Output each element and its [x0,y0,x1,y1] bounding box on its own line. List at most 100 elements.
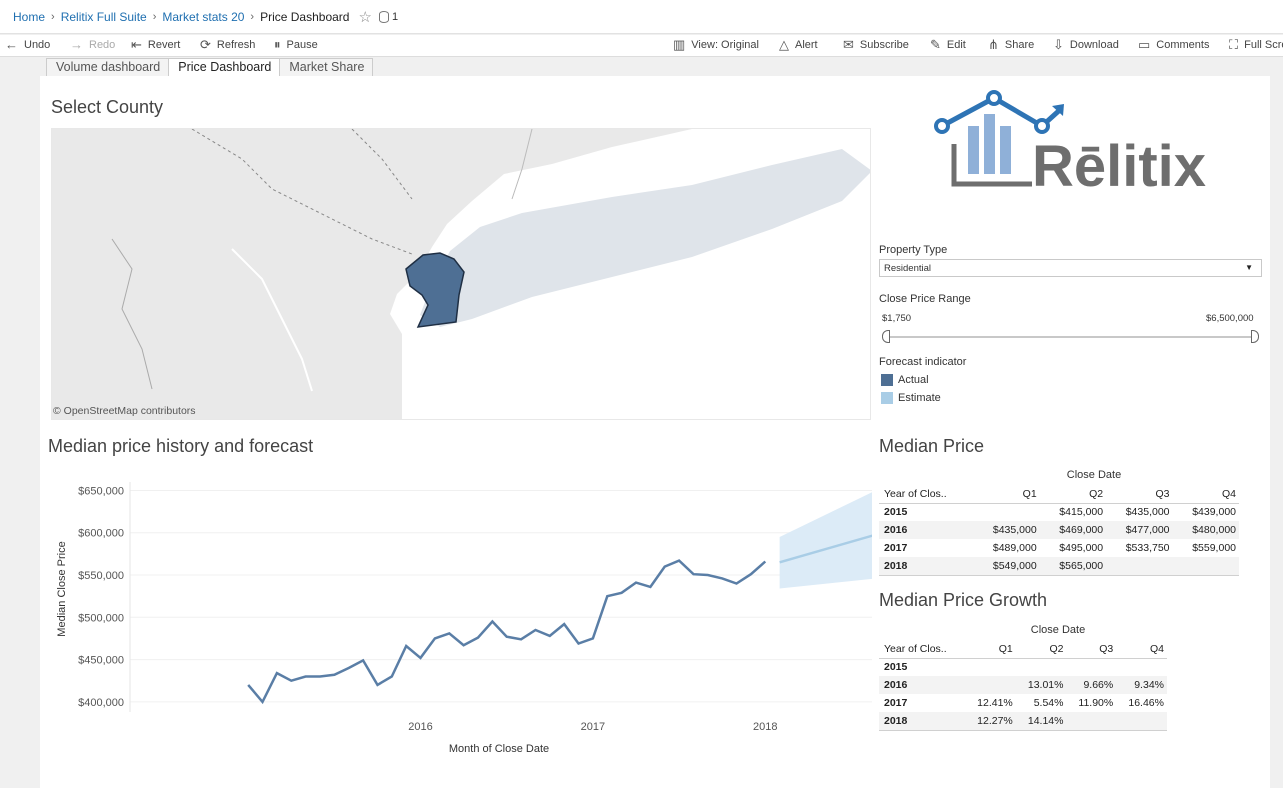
table-cell[interactable]: 9.34% [1134,679,1164,691]
table-cell[interactable]: $477,000 [1125,524,1170,536]
property-type-value: Residential [884,263,931,274]
redo-button[interactable]: → Redo [70,38,115,52]
row-header[interactable]: 2017 [884,542,908,554]
view-original-button[interactable]: ▥ View: Original [673,38,759,52]
column-header[interactable]: Q3 [1155,487,1170,500]
refresh-label: Refresh [216,39,256,51]
table-cell[interactable]: 16.46% [1128,697,1164,709]
table-cell[interactable]: $565,000 [1059,559,1104,572]
table-cell[interactable] [1116,712,1167,730]
tab-volume-dashboard[interactable]: Volume dashboard [46,58,170,76]
table-cell[interactable]: 11.90% [1078,697,1114,709]
column-header[interactable]: Q4 [1149,642,1164,655]
legend-estimate-swatch[interactable] [881,392,893,404]
revert-button[interactable]: ⇤ Revert [131,38,180,52]
table-cell[interactable]: $495,000 [1059,542,1104,554]
favorite-star-icon[interactable]: ☆ [358,8,372,26]
subscribe-label: Subscribe [859,39,909,51]
row-header[interactable]: 2018 [884,559,908,572]
column-header[interactable]: Q2 [1089,487,1104,500]
breadcrumb-home[interactable]: Home [13,9,46,24]
column-header[interactable]: Q4 [1221,487,1236,500]
table-cell[interactable]: 12.41% [977,697,1013,709]
bell-icon: △ [779,37,789,52]
table-cell[interactable] [1066,658,1116,676]
price-range-max-handle[interactable] [1251,330,1259,343]
price-range-min-handle[interactable] [882,330,890,343]
estimate-confidence-band [779,492,872,589]
refresh-icon: ⟳ [200,37,211,52]
table-cell[interactable] [1106,557,1172,575]
alert-button[interactable]: △ Alert [779,38,818,52]
datasource-icon[interactable] [378,10,389,23]
share-icon: ⋔ [988,37,999,52]
row-header[interactable]: 2015 [884,661,908,674]
breadcrumb-workbook[interactable]: Market stats 20 [162,9,245,24]
refresh-button[interactable]: ⟳ Refresh [200,38,255,52]
table-cell[interactable]: $559,000 [1192,542,1236,554]
column-header[interactable]: Q1 [1022,487,1037,500]
arrow-left-icon: ← [5,37,18,52]
median-price-line-chart[interactable]: $400,000 $450,000 $500,000 $550,000 $600,000… [48,462,872,762]
table-cell[interactable] [965,676,1016,694]
row-header[interactable]: 2015 [884,506,908,519]
row-header[interactable]: 2017 [884,697,908,709]
toolbar: ← Undo → Redo ⇤ Revert ⟳ Refresh ⏸ Pause ▥ Vie… [0,35,1283,57]
selected-county-nassau[interactable] [405,252,465,328]
county-map[interactable] [51,128,871,420]
table-cell[interactable]: $435,000 [1125,506,1170,519]
column-header[interactable]: Q2 [1049,642,1064,655]
column-header[interactable]: Q3 [1099,642,1114,655]
table-cell[interactable]: $549,000 [992,559,1037,572]
subscribe-button[interactable]: ✉ Subscribe [843,38,909,52]
table-cell[interactable]: 13.01% [1027,679,1064,691]
share-button[interactable]: ⋔ Share [988,38,1034,52]
table-cell[interactable]: 14.14% [1027,714,1064,727]
table-cell[interactable]: $489,000 [992,542,1037,554]
breadcrumb-project[interactable]: Relitix Full Suite [60,9,147,24]
column-header[interactable]: Year of Clos.. [884,487,947,500]
median-price-table: Year of Clos.. Q1 Q2 Q3 Q4 2015 $415,000 $435,… [879,485,1239,576]
price-range-track[interactable] [886,336,1254,338]
table-cell[interactable]: $435,000 [992,524,1037,536]
table-row: 2018 $549,000 $565,000 [879,557,1239,575]
table-cell[interactable] [973,503,1039,521]
table-cell[interactable]: $415,000 [1059,506,1104,519]
table-cell[interactable]: 12.27% [977,714,1013,727]
tab-price-dashboard[interactable]: Price Dashboard [168,58,281,77]
table-cell[interactable] [1173,557,1239,575]
download-button[interactable]: ⇩ Download [1053,38,1119,52]
table-cell[interactable] [1016,658,1067,676]
long-island-region[interactable] [420,149,871,327]
property-type-dropdown[interactable]: Residential ▼ [879,259,1262,277]
comments-button[interactable]: ▭ Comments [1138,38,1209,52]
fullscreen-button[interactable]: ⛶ Full Screen [1229,38,1283,52]
table-cell[interactable]: $469,000 [1059,524,1104,536]
legend-actual-label[interactable]: Actual [898,374,929,386]
undo-button[interactable]: ← Undo [5,38,50,52]
table-cell[interactable]: 5.54% [1033,697,1064,709]
table-cell[interactable]: $480,000 [1192,524,1236,536]
table-cell[interactable] [965,658,1016,676]
estimate-series-line[interactable] [779,525,872,564]
row-header[interactable]: 2016 [884,524,908,536]
legend-estimate-label[interactable]: Estimate [898,392,941,404]
table-cell[interactable] [1066,712,1116,730]
actual-series-line[interactable] [247,559,767,705]
table-cell[interactable]: $439,000 [1192,506,1236,519]
legend-actual-swatch[interactable] [881,374,893,386]
price-range-min: $1,750 [882,313,912,324]
table-cell[interactable] [1116,658,1167,676]
y-axis-ticks: $400,000 $450,000 $500,000 $550,000 $600,000… [78,485,124,708]
x-tick-label: 2017 [581,721,605,733]
pause-button[interactable]: ⏸ Pause [274,38,318,52]
row-header[interactable]: 2018 [884,714,908,727]
chevron-right-icon: › [152,10,157,23]
row-header[interactable]: 2016 [884,679,908,691]
edit-button[interactable]: ✎ Edit [930,38,966,52]
table-cell[interactable]: 9.66% [1083,679,1114,691]
column-header[interactable]: Year of Clos.. [884,642,947,655]
column-header[interactable]: Q1 [998,642,1013,655]
table-cell[interactable]: $533,750 [1125,542,1170,554]
tab-market-share[interactable]: Market Share [279,58,374,76]
